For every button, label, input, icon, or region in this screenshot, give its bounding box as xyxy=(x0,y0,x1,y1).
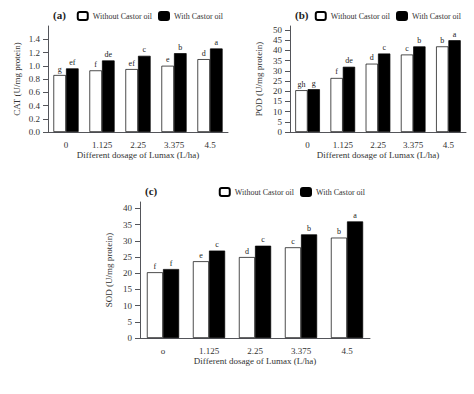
svg-text:1.125: 1.125 xyxy=(92,140,113,150)
svg-text:a: a xyxy=(353,211,357,220)
svg-text:4.5: 4.5 xyxy=(443,140,455,150)
svg-text:With Castor oil: With Castor oil xyxy=(316,188,366,197)
svg-text:5: 5 xyxy=(278,117,283,127)
svg-text:25: 25 xyxy=(123,252,133,262)
svg-text:30: 30 xyxy=(123,236,133,246)
svg-text:2.25: 2.25 xyxy=(370,140,386,150)
svg-text:d: d xyxy=(245,247,249,256)
svg-text:f: f xyxy=(170,259,173,268)
svg-text:e: e xyxy=(166,55,170,64)
svg-text:0.2: 0.2 xyxy=(29,114,40,124)
svg-text:de: de xyxy=(105,50,113,59)
svg-text:15: 15 xyxy=(123,284,133,294)
svg-text:(a): (a) xyxy=(53,9,66,22)
svg-text:30: 30 xyxy=(273,66,283,76)
svg-text:c: c xyxy=(215,240,219,249)
svg-text:a: a xyxy=(453,30,457,39)
svg-text:0.0: 0.0 xyxy=(29,127,41,137)
svg-text:CAT (U/mg protein): CAT (U/mg protein) xyxy=(12,42,22,115)
svg-text:a: a xyxy=(215,38,219,47)
svg-text:10: 10 xyxy=(123,301,133,311)
svg-text:4.5: 4.5 xyxy=(204,140,216,150)
svg-text:ef: ef xyxy=(69,58,76,67)
svg-text:Without Castor oil: Without Castor oil xyxy=(93,12,153,21)
svg-text:Different dosage of Lumax (L/h: Different dosage of Lumax (L/ha) xyxy=(194,356,316,366)
svg-text:c: c xyxy=(405,44,409,53)
svg-text:1.0: 1.0 xyxy=(29,61,41,71)
svg-text:50: 50 xyxy=(273,25,283,35)
svg-text:b: b xyxy=(307,224,311,233)
svg-text:20: 20 xyxy=(273,86,283,96)
svg-text:SOD (U/mg protein): SOD (U/mg protein) xyxy=(104,233,114,308)
svg-text:2.25: 2.25 xyxy=(247,346,263,356)
svg-text:b: b xyxy=(417,36,421,45)
svg-text:e: e xyxy=(199,251,203,260)
svg-text:35: 35 xyxy=(273,56,283,66)
svg-text:b: b xyxy=(440,36,444,45)
svg-text:0.8: 0.8 xyxy=(29,74,41,84)
svg-text:d: d xyxy=(370,53,374,62)
svg-text:1.2: 1.2 xyxy=(29,48,40,58)
svg-text:4.5: 4.5 xyxy=(341,346,353,356)
svg-text:0: 0 xyxy=(305,140,310,150)
svg-text:gh: gh xyxy=(297,80,305,89)
svg-text:(c): (c) xyxy=(145,185,158,198)
svg-text:c: c xyxy=(291,237,295,246)
svg-text:25: 25 xyxy=(273,76,283,86)
svg-text:3.375: 3.375 xyxy=(291,346,312,356)
svg-text:20: 20 xyxy=(123,268,133,278)
svg-text:0.6: 0.6 xyxy=(29,87,41,97)
svg-text:Different dosage of Lumax (L/h: Different dosage of Lumax (L/ha) xyxy=(317,150,439,160)
svg-text:40: 40 xyxy=(123,203,133,213)
svg-text:3.375: 3.375 xyxy=(164,140,185,150)
svg-text:1.125: 1.125 xyxy=(199,346,220,356)
svg-text:c: c xyxy=(143,45,147,54)
svg-text:40: 40 xyxy=(273,45,283,55)
svg-text:c: c xyxy=(382,43,386,52)
svg-text:g: g xyxy=(58,65,62,74)
svg-text:2.25: 2.25 xyxy=(130,140,146,150)
svg-text:d: d xyxy=(202,49,206,58)
svg-text:Without Castor oil: Without Castor oil xyxy=(235,188,295,197)
svg-text:0: 0 xyxy=(278,127,283,137)
svg-text:45: 45 xyxy=(273,35,283,45)
svg-text:15: 15 xyxy=(273,96,283,106)
svg-text:5: 5 xyxy=(128,317,133,327)
svg-text:c: c xyxy=(261,235,265,244)
svg-text:b: b xyxy=(337,227,341,236)
svg-text:1.4: 1.4 xyxy=(29,34,41,44)
svg-text:3.375: 3.375 xyxy=(403,140,424,150)
svg-text:10: 10 xyxy=(273,107,283,117)
svg-text:0.4: 0.4 xyxy=(29,101,41,111)
svg-text:f: f xyxy=(154,262,157,271)
svg-text:f: f xyxy=(335,67,338,76)
svg-text:f: f xyxy=(94,60,97,69)
svg-text:0: 0 xyxy=(128,333,133,343)
svg-text:(b): (b) xyxy=(295,9,309,22)
svg-text:With Castor oil: With Castor oil xyxy=(174,12,224,21)
svg-text:With Castor oil: With Castor oil xyxy=(412,12,462,21)
svg-text:de: de xyxy=(345,56,353,65)
svg-text:1.125: 1.125 xyxy=(333,140,354,150)
svg-text:Different dosage of Lumax (L/h: Different dosage of Lumax (L/ha) xyxy=(77,150,199,160)
svg-text:ef: ef xyxy=(129,59,136,68)
svg-text:35: 35 xyxy=(123,220,133,230)
svg-text:Without Castor oil: Without Castor oil xyxy=(331,12,391,21)
svg-text:0: 0 xyxy=(64,140,69,150)
svg-text:o: o xyxy=(161,346,166,356)
svg-text:b: b xyxy=(178,43,182,52)
svg-text:POD (U/mg protein): POD (U/mg protein) xyxy=(254,42,264,117)
svg-text:g: g xyxy=(312,79,316,88)
